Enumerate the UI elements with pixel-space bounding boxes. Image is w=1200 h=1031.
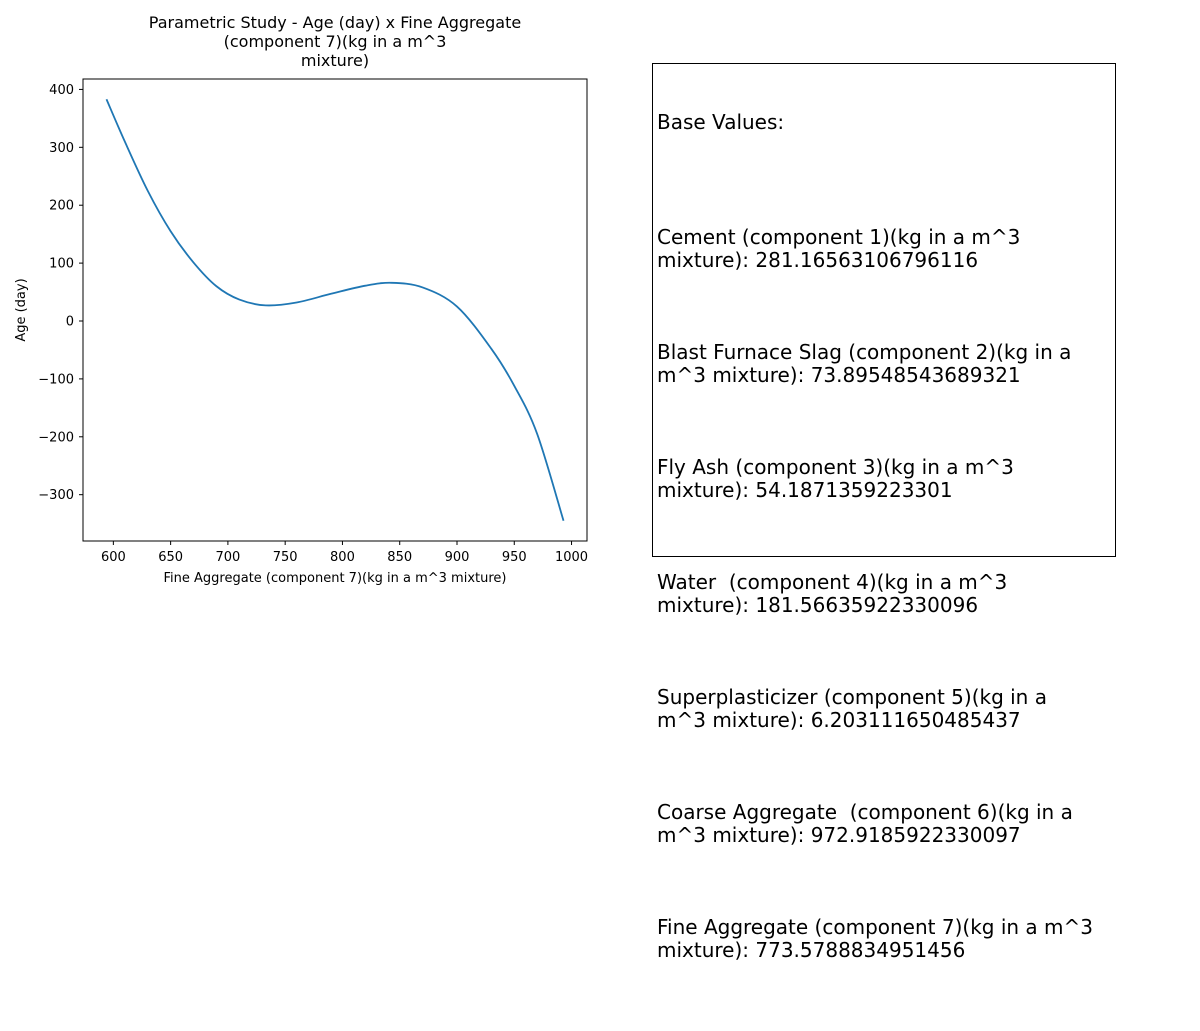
base-values-list: Cement (component 1)(kg in a m^3 mixture… bbox=[657, 180, 1115, 1008]
y-tick-label: −200 bbox=[38, 430, 74, 445]
base-values-header: Base Values: bbox=[657, 110, 785, 134]
chart-title-line: Parametric Study - Age (day) x Fine Aggr… bbox=[149, 13, 521, 32]
chart-title-line: (component 7)(kg in a m^3 bbox=[224, 32, 447, 51]
x-tick-label: 750 bbox=[273, 550, 298, 565]
y-tick-label: 400 bbox=[49, 83, 74, 98]
base-value-item: Cement (component 1)(kg in a m^3 mixture… bbox=[657, 225, 1021, 272]
x-axis-label: Fine Aggregate (component 7)(kg in a m^3… bbox=[164, 571, 507, 586]
x-tick-label: 600 bbox=[101, 550, 126, 565]
y-tick-label: −100 bbox=[38, 372, 74, 387]
x-tick-label: 700 bbox=[215, 550, 240, 565]
chart-title-line: mixture) bbox=[301, 51, 369, 70]
y-axis-label: Age (day) bbox=[14, 278, 29, 341]
x-tick-label: 950 bbox=[502, 550, 527, 565]
base-value-item: Blast Furnace Slag (component 2)(kg in a… bbox=[657, 340, 1072, 387]
x-tick-label: 850 bbox=[387, 550, 412, 565]
series-line bbox=[105, 98, 565, 522]
chart-title: Parametric Study - Age (day) x Fine Aggr… bbox=[149, 13, 521, 70]
y-tick-label: 0 bbox=[66, 315, 74, 330]
y-tick-label: −300 bbox=[38, 488, 74, 503]
x-axis: 600 650 700 750 800 850 900 950 1000 bbox=[101, 541, 588, 565]
chart: Parametric Study - Age (day) x Fine Aggr… bbox=[14, 13, 588, 586]
plot-area-frame bbox=[82, 78, 588, 542]
y-tick-label: 300 bbox=[49, 141, 74, 156]
base-value-item: Fly Ash (component 3)(kg in a m^3 mixtur… bbox=[657, 455, 1014, 502]
x-tick-label: 650 bbox=[158, 550, 183, 565]
y-tick-label: 100 bbox=[49, 257, 74, 272]
x-tick-label: 1000 bbox=[555, 550, 588, 565]
base-value-item: Fine Aggregate (component 7)(kg in a m^3… bbox=[657, 915, 1093, 962]
x-tick-label: 800 bbox=[330, 550, 355, 565]
base-value-item: Water (component 4)(kg in a m^3 mixture)… bbox=[657, 570, 1008, 617]
y-tick-label: 200 bbox=[49, 199, 74, 214]
y-axis: −300 −200 −100 0 100 200 300 400 bbox=[38, 83, 83, 503]
base-value-item: Superplasticizer (component 5)(kg in a m… bbox=[657, 685, 1047, 732]
base-values-box: Base Values: Cement (component 1)(kg in … bbox=[652, 63, 1116, 962]
base-value-item: Coarse Aggregate (component 6)(kg in a m… bbox=[657, 800, 1073, 847]
x-tick-label: 900 bbox=[445, 550, 470, 565]
